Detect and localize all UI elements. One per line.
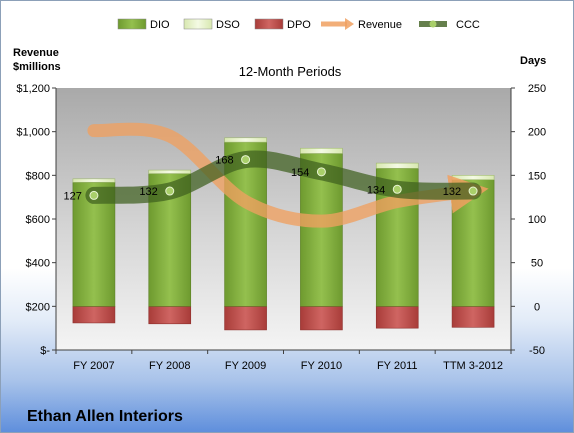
plot-area: 127 132 168 154 134 132 [56,88,511,350]
legend-swatch-ccc-marker [429,20,437,28]
ccc-point [89,190,99,200]
ccc-point [392,184,402,194]
y-left-tick-label: $1,000 [16,127,50,139]
revenue-line [87,122,489,228]
bar-dpo [451,306,495,328]
ccc-data-label: 154 [291,167,309,179]
legend-label-dso: DSO [216,19,240,31]
bar-dpo [72,306,116,324]
legend-swatch-dio [117,18,147,30]
y-left-tick-label: $800 [26,170,50,182]
y-axis-left-label-line: Revenue [13,47,59,59]
bar-dpo [375,306,419,329]
bar-dso [451,175,495,180]
y-axis-left-label-line: $millions [13,61,61,73]
legend-swatch-dpo [254,18,284,30]
x-tick-label: FY 2008 [149,360,190,372]
company-name: Ethan Allen Interiors [27,408,183,425]
x-tick-label: FY 2007 [73,360,114,372]
bar-dso [375,162,419,169]
y-right-tick-label: 200 [528,127,546,139]
legend: DIO DSO DPO Revenue CCC [117,18,480,31]
ccc-data-label: 132 [443,186,461,198]
ccc-data-label: 168 [215,155,233,167]
bar-dso [300,147,343,154]
y-left-tick-label: $- [40,345,50,357]
y-right-tick-label: 100 [528,214,546,226]
x-tick-label: TTM 3-2012 [443,360,503,372]
bar-dpo [148,306,192,325]
ccc-point [468,186,478,196]
legend-label-ccc: CCC [456,19,480,31]
legend-label-dio: DIO [150,19,170,31]
bar-dso [72,178,116,183]
y-left-tick-label: $1,200 [16,83,50,95]
x-tick-label: FY 2011 [377,360,418,372]
y-axis-left-label: Revenue $millions [13,47,61,73]
ccc-line [85,150,482,204]
bar-dpo [224,306,267,331]
y-right-tick-label: -50 [529,345,545,357]
legend-swatch-revenue-arrow [345,18,354,30]
ccc-point [165,186,175,196]
chart-title: 12-Month Periods [239,64,342,79]
y-left-tick-label: $600 [26,214,50,226]
ccc-data-label: 134 [367,184,385,196]
bar-dpo [300,306,343,331]
ccc-data-label: 127 [64,190,82,202]
ccc-data-label: 132 [139,186,157,198]
y-right-tick-label: 0 [534,301,540,313]
y-right-tick-label: 150 [528,170,546,182]
legend-label-dpo: DPO [287,19,311,31]
y-left-tick-label: $200 [26,301,50,313]
x-tick-label: FY 2009 [225,360,266,372]
bar-dso [224,137,267,143]
y-right-tick-label: 50 [531,258,543,270]
legend-label-revenue: Revenue [358,19,402,31]
ccc-point [316,167,326,177]
y-left-tick-label: $400 [26,258,50,270]
x-tick-label: FY 2010 [301,360,342,372]
bar-dso [148,169,192,174]
ccc-point [241,155,251,165]
y-axis-right-label: Days [520,55,546,67]
y-right-tick-label: 250 [528,83,546,95]
legend-swatch-dso [183,18,213,30]
axes: $- $200 $400 $600 $800 $1,000 $1,200 -50 0 50 100 1… [16,83,546,372]
